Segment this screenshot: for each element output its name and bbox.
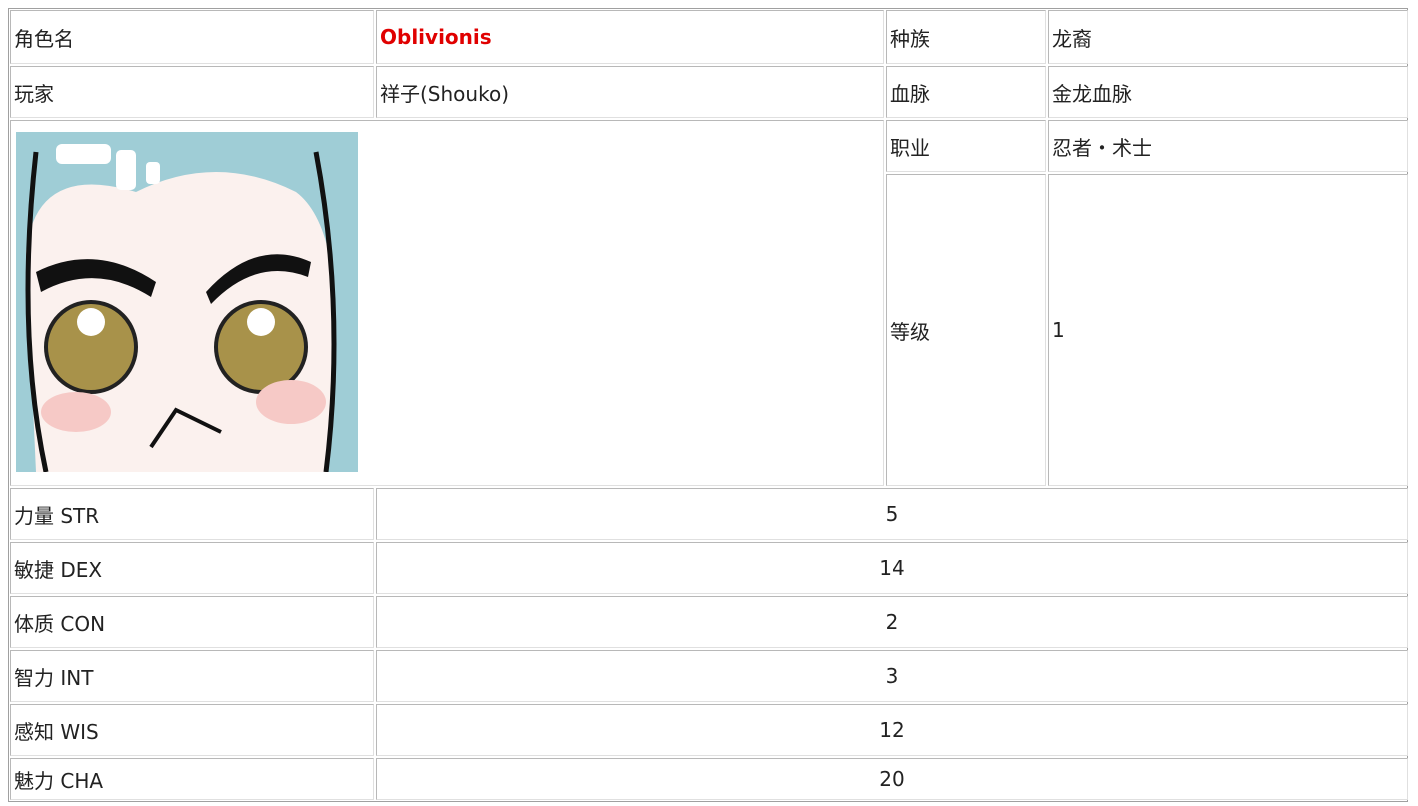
stat-value: 20 bbox=[376, 758, 1408, 800]
stat-name: 力量 STR bbox=[10, 488, 374, 540]
stat-name: 智力 INT bbox=[10, 650, 374, 702]
cell-value: 1 bbox=[1048, 174, 1408, 486]
stat-value: 3 bbox=[376, 650, 1408, 702]
portrait bbox=[16, 132, 358, 472]
cell-label: 血脉 bbox=[886, 66, 1046, 118]
cell-value: 龙裔 bbox=[1048, 10, 1408, 64]
stat-value: 5 bbox=[376, 488, 1408, 540]
cell-value: 忍者・术士 bbox=[1048, 120, 1408, 172]
stat-value: 2 bbox=[376, 596, 1408, 648]
cell-label: 种族 bbox=[886, 10, 1046, 64]
cell-character-name: Oblivionis bbox=[376, 10, 884, 64]
cell-label: 等级 bbox=[886, 174, 1046, 486]
cell-label: 角色名 bbox=[10, 10, 374, 64]
cell-label: 玩家 bbox=[10, 66, 374, 118]
cell-label: 职业 bbox=[886, 120, 1046, 172]
stat-name: 敏捷 DEX bbox=[10, 542, 374, 594]
stat-name: 魅力 CHA bbox=[10, 758, 374, 800]
stat-name: 体质 CON bbox=[10, 596, 374, 648]
cell-value: 祥子(Shouko) bbox=[376, 66, 884, 118]
cell-value: 金龙血脉 bbox=[1048, 66, 1408, 118]
portrait-cell bbox=[10, 120, 884, 486]
stat-value: 14 bbox=[376, 542, 1408, 594]
stat-name: 感知 WIS bbox=[10, 704, 374, 756]
stat-value: 12 bbox=[376, 704, 1408, 756]
